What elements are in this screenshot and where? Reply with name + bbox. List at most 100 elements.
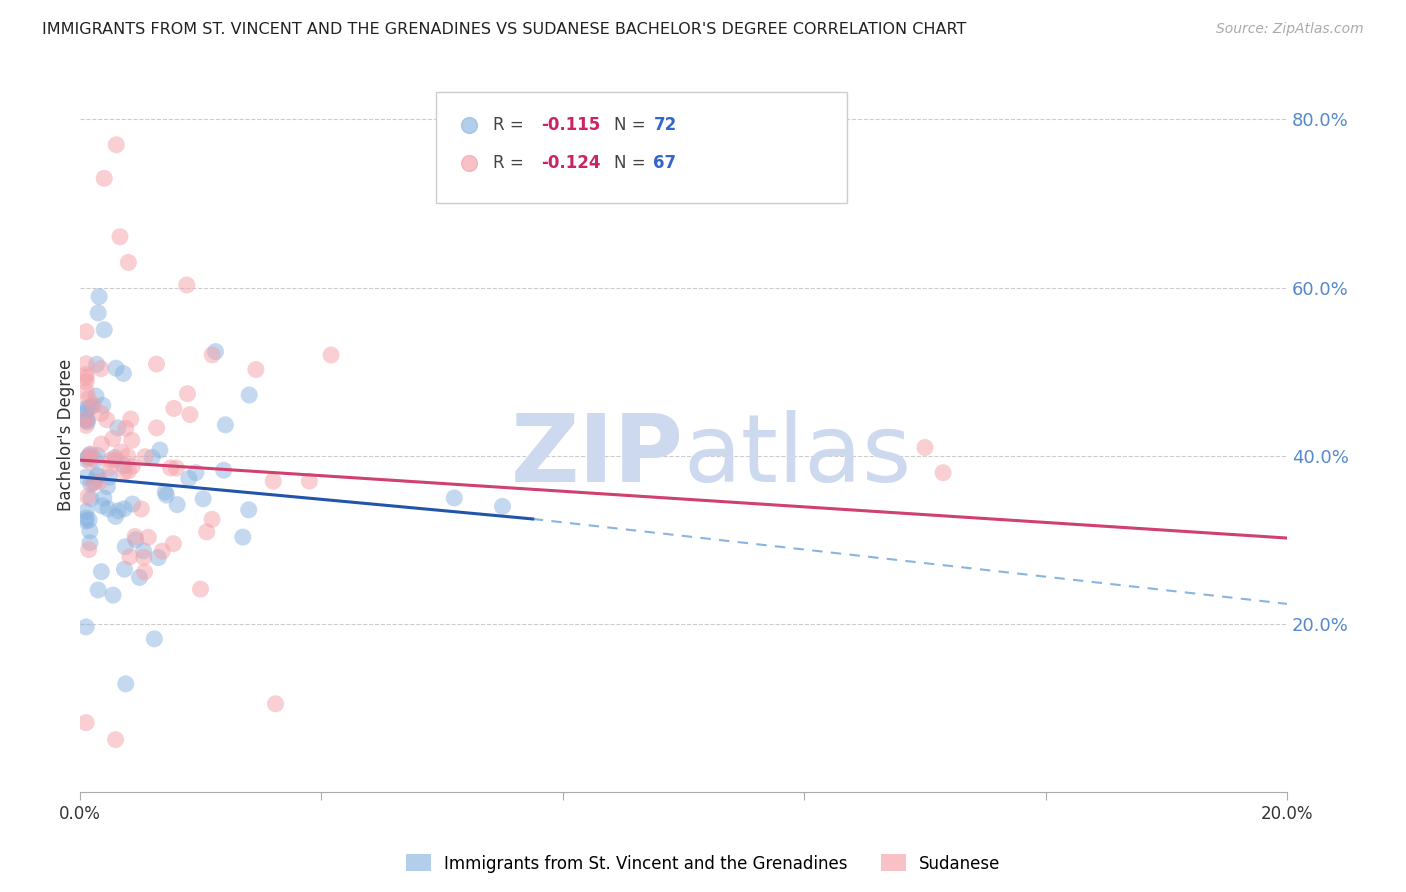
Point — [101, 432, 124, 446]
Point — [114, 465, 136, 479]
Point — [89, 474, 111, 488]
Point — [86, 449, 108, 463]
Point — [155, 488, 177, 502]
Point — [77, 542, 100, 557]
Point — [76, 412, 98, 426]
Point — [214, 417, 236, 432]
Point — [212, 463, 235, 477]
Text: -0.124: -0.124 — [541, 154, 600, 172]
Point — [76, 415, 98, 429]
Point — [162, 536, 184, 550]
Point — [96, 413, 118, 427]
FancyBboxPatch shape — [436, 92, 846, 202]
Point — [132, 544, 155, 558]
Point — [148, 550, 170, 565]
Point — [932, 466, 955, 480]
Point — [163, 401, 186, 416]
Point — [112, 501, 135, 516]
Point — [114, 540, 136, 554]
Point — [84, 452, 107, 467]
Point — [77, 513, 100, 527]
Point — [80, 491, 103, 506]
Point — [238, 388, 260, 402]
Point — [75, 401, 97, 416]
Point — [319, 348, 342, 362]
Point — [112, 458, 135, 473]
Point — [77, 401, 100, 415]
Point — [443, 491, 465, 505]
Point — [86, 468, 108, 483]
Text: 67: 67 — [654, 154, 676, 172]
Point — [75, 418, 97, 433]
Point — [75, 412, 97, 426]
Point — [145, 421, 167, 435]
Point — [79, 524, 101, 538]
Point — [124, 529, 146, 543]
Point — [117, 450, 139, 464]
Point — [83, 475, 105, 490]
Point — [136, 530, 159, 544]
Point — [118, 549, 141, 564]
Point — [87, 306, 110, 320]
Point — [176, 386, 198, 401]
Point — [82, 398, 104, 412]
Point — [97, 501, 120, 516]
Text: -0.115: -0.115 — [541, 116, 600, 135]
Point — [262, 474, 284, 488]
Legend: Immigrants from St. Vincent and the Grenadines, Sudanese: Immigrants from St. Vincent and the Gren… — [399, 847, 1007, 880]
Point — [91, 398, 114, 412]
Point — [77, 392, 100, 406]
Text: N =: N = — [613, 154, 651, 172]
Point — [114, 677, 136, 691]
Point — [104, 509, 127, 524]
Point — [79, 447, 101, 461]
Point — [195, 524, 218, 539]
Point — [75, 413, 97, 427]
Point — [76, 490, 98, 504]
Point — [79, 450, 101, 465]
Point — [159, 461, 181, 475]
Point — [204, 344, 226, 359]
Point — [155, 485, 177, 500]
Point — [75, 370, 97, 384]
Point — [176, 278, 198, 293]
Point — [79, 454, 101, 468]
Point — [245, 362, 267, 376]
Point — [298, 474, 321, 488]
Point — [77, 450, 100, 464]
Point — [86, 357, 108, 371]
Point — [87, 582, 110, 597]
Point — [132, 550, 155, 565]
Point — [191, 491, 214, 506]
Point — [86, 469, 108, 483]
Point — [238, 502, 260, 516]
Point — [84, 389, 107, 403]
Point — [264, 697, 287, 711]
Point — [150, 544, 173, 558]
Point — [107, 504, 129, 518]
Point — [105, 137, 128, 152]
Point — [165, 461, 187, 475]
Point — [149, 443, 172, 458]
Point — [143, 632, 166, 646]
Text: IMMIGRANTS FROM ST. VINCENT AND THE GRENADINES VS SUDANESE BACHELOR'S DEGREE COR: IMMIGRANTS FROM ST. VINCENT AND THE GREN… — [42, 22, 966, 37]
Point — [90, 565, 112, 579]
Point — [93, 491, 115, 505]
Point — [75, 384, 97, 399]
Text: atlas: atlas — [683, 410, 912, 502]
Point — [134, 450, 156, 464]
Point — [75, 325, 97, 339]
Point — [79, 536, 101, 550]
Point — [232, 530, 254, 544]
Point — [75, 620, 97, 634]
Point — [125, 533, 148, 547]
Point — [131, 502, 153, 516]
Point — [87, 289, 110, 303]
Point — [75, 452, 97, 467]
Point — [190, 582, 212, 596]
Point — [75, 504, 97, 518]
Point — [117, 255, 139, 269]
Y-axis label: Bachelor's Degree: Bachelor's Degree — [58, 359, 75, 511]
Point — [177, 471, 200, 485]
Point — [91, 499, 114, 513]
